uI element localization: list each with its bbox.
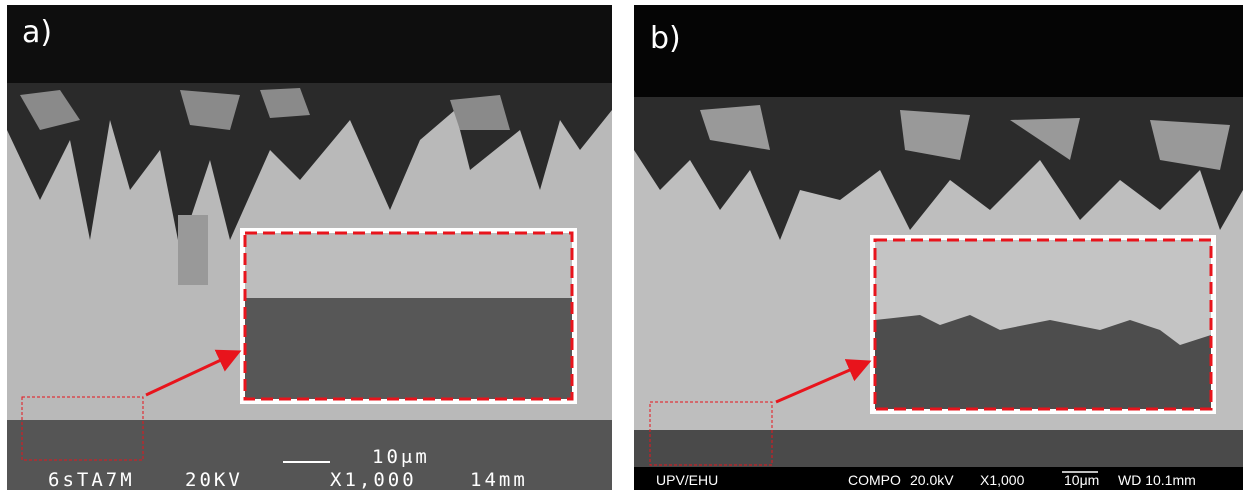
scale: 10μm (1064, 472, 1099, 488)
institution: UPV/EHU (656, 472, 718, 488)
panel-a: a) 6sTA7M 20KV 10μm X1,000 14mm (7, 5, 612, 491)
panel-label: a) (22, 15, 52, 50)
sample-id: 6sTA7M (48, 469, 135, 491)
panel-b: b) UPV/EHU COMPO 20.0kV X1,000 10μm WD 1… (634, 5, 1243, 490)
mode: COMPO (848, 472, 901, 488)
panel-label: b) (650, 21, 681, 56)
figure: a) 6sTA7M 20KV 10μm X1,000 14mm b) UPV/E… (0, 0, 1250, 495)
voltage: 20.0kV (910, 472, 954, 488)
magnification: X1,000 (330, 469, 417, 491)
working-distance: WD 10.1mm (1118, 472, 1196, 488)
magnification: X1,000 (980, 472, 1025, 488)
scale: 10μm (372, 446, 430, 468)
working-distance: 14mm (470, 469, 528, 491)
voltage: 20KV (185, 469, 243, 491)
